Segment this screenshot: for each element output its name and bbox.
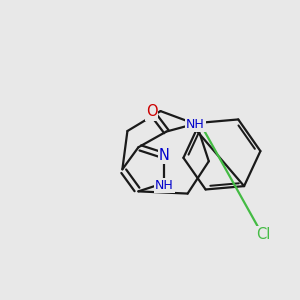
Text: N: N (159, 148, 170, 163)
Text: O: O (146, 104, 157, 119)
Text: NH: NH (186, 118, 205, 130)
Text: Cl: Cl (256, 227, 271, 242)
Text: NH: NH (155, 179, 174, 192)
